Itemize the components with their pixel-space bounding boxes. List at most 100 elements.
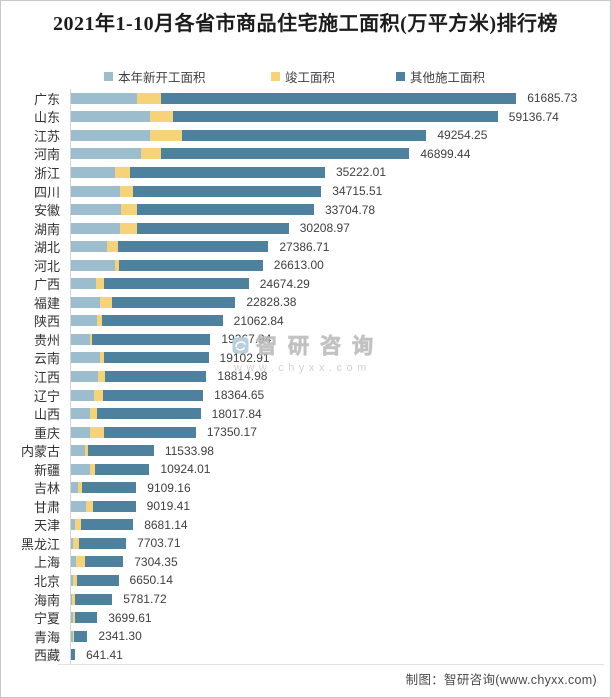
bar-row: 江西 18814.98 bbox=[1, 367, 610, 386]
stacked-bar bbox=[70, 241, 269, 253]
stacked-bar bbox=[70, 426, 196, 438]
stacked-bar bbox=[70, 408, 201, 420]
bar-segment bbox=[70, 556, 77, 568]
province-label: 江苏 bbox=[33, 128, 60, 144]
stacked-bar bbox=[70, 463, 150, 475]
bar-row: 湖北 27386.71 bbox=[1, 237, 610, 256]
stacked-bar bbox=[70, 296, 236, 308]
bar-segment bbox=[70, 426, 90, 438]
province-label: 陕西 bbox=[33, 314, 60, 330]
bar-segment bbox=[81, 519, 134, 531]
bar-row: 天津 8681.14 bbox=[1, 516, 610, 535]
value-label: 8681.14 bbox=[144, 517, 188, 532]
province-label: 内蒙古 bbox=[20, 444, 60, 460]
value-label: 49254.25 bbox=[437, 128, 488, 143]
province-label: 浙江 bbox=[33, 165, 60, 181]
value-label: 2341.30 bbox=[98, 629, 142, 644]
stacked-bar bbox=[70, 519, 134, 531]
bar-segment bbox=[70, 222, 120, 234]
value-label: 26613.00 bbox=[273, 258, 324, 273]
bar-row: 贵州 19367.94 bbox=[1, 330, 610, 349]
bar-segment bbox=[117, 241, 269, 253]
bar-row: 山东 59136.74 bbox=[1, 108, 610, 127]
legend: 本年新开工面积 竣工面积 其他施工面积 bbox=[104, 67, 524, 85]
bar-segment bbox=[98, 370, 106, 382]
bar-row: 湖南 30208.97 bbox=[1, 219, 610, 238]
credit-footer: 制图：智研咨询(www.chyxx.com) bbox=[405, 673, 597, 687]
value-label: 21062.84 bbox=[233, 313, 284, 328]
bar-segment bbox=[173, 111, 498, 123]
value-label: 10924.01 bbox=[160, 462, 211, 477]
bar-segment bbox=[70, 649, 76, 661]
stacked-bar bbox=[70, 630, 88, 642]
x-axis-line bbox=[58, 664, 604, 665]
province-label: 湖南 bbox=[33, 221, 60, 237]
province-label: 山东 bbox=[33, 110, 60, 126]
bar-segment bbox=[84, 445, 88, 457]
bar-row: 新疆 10924.01 bbox=[1, 460, 610, 479]
stacked-bar bbox=[70, 259, 263, 271]
bar-segment bbox=[121, 204, 137, 216]
bar-segment bbox=[70, 389, 94, 401]
bar-row: 四川 34715.51 bbox=[1, 182, 610, 201]
province-label: 四川 bbox=[33, 184, 60, 200]
bar-segment bbox=[115, 259, 120, 271]
chart-title: 2021年1-10月各省市商品住宅施工面积(万平方米)排行榜 bbox=[53, 13, 558, 35]
bar-row: 西藏 641.41 bbox=[1, 645, 610, 664]
bar-row: 江苏 49254.25 bbox=[1, 126, 610, 145]
legend-item-completed: 竣工面积 bbox=[271, 67, 335, 86]
stacked-bar bbox=[70, 278, 249, 290]
bar-segment bbox=[133, 185, 322, 197]
province-label: 北京 bbox=[33, 574, 60, 589]
province-label: 重庆 bbox=[33, 425, 60, 441]
stacked-bar bbox=[70, 204, 314, 216]
province-label: 贵州 bbox=[33, 332, 60, 348]
bar-segment bbox=[70, 278, 97, 290]
value-label: 24674.29 bbox=[259, 276, 310, 291]
bar-segment bbox=[70, 612, 74, 624]
province-label: 黑龙江 bbox=[20, 536, 60, 552]
value-label: 6650.14 bbox=[129, 573, 173, 588]
province-label: 青海 bbox=[33, 629, 60, 645]
legend-label: 本年新开工面积 bbox=[118, 71, 206, 85]
bar-segment bbox=[120, 185, 134, 197]
province-label: 甘肃 bbox=[33, 499, 60, 515]
bar-row: 安徽 33704.78 bbox=[1, 200, 610, 219]
bar-segment bbox=[182, 129, 427, 141]
value-label: 19367.94 bbox=[221, 332, 272, 347]
bar-segment bbox=[95, 463, 150, 475]
stacked-bar bbox=[70, 612, 98, 624]
stacked-bar bbox=[70, 92, 517, 104]
province-label: 上海 bbox=[33, 555, 60, 571]
bar-segment bbox=[115, 166, 131, 178]
province-label: 宁夏 bbox=[33, 611, 60, 627]
stacked-bar bbox=[70, 222, 289, 234]
stacked-bar bbox=[70, 333, 211, 345]
bar-segment bbox=[119, 259, 263, 271]
bar-segment bbox=[76, 574, 119, 586]
bar-segment bbox=[73, 537, 79, 549]
bar-row: 河北 26613.00 bbox=[1, 256, 610, 275]
bar-segment bbox=[70, 204, 122, 216]
legend-swatch-completed-icon bbox=[271, 72, 280, 81]
bar-segment bbox=[105, 370, 207, 382]
bar-segment bbox=[103, 278, 249, 290]
bar-segment bbox=[106, 241, 118, 253]
bar-row: 海南 5781.72 bbox=[1, 590, 610, 609]
value-label: 33704.78 bbox=[325, 202, 376, 217]
bar-segment bbox=[87, 445, 154, 457]
bar-segment bbox=[78, 537, 127, 549]
bar-rows: 广东 61685.73 山东 59136.74 江苏 49254.25 河南 46899.44… bbox=[1, 89, 610, 664]
bar-segment bbox=[70, 296, 101, 308]
bar-segment bbox=[73, 612, 76, 624]
bar-segment bbox=[72, 630, 75, 642]
bar-segment bbox=[136, 222, 289, 234]
province-label: 广西 bbox=[33, 277, 60, 293]
legend-label: 其他施工面积 bbox=[410, 71, 486, 85]
bar-row: 内蒙古 11533.98 bbox=[1, 441, 610, 460]
bar-segment bbox=[130, 166, 325, 178]
bar-segment bbox=[96, 408, 201, 420]
bar-segment bbox=[70, 537, 74, 549]
bar-row: 河南 46899.44 bbox=[1, 145, 610, 164]
